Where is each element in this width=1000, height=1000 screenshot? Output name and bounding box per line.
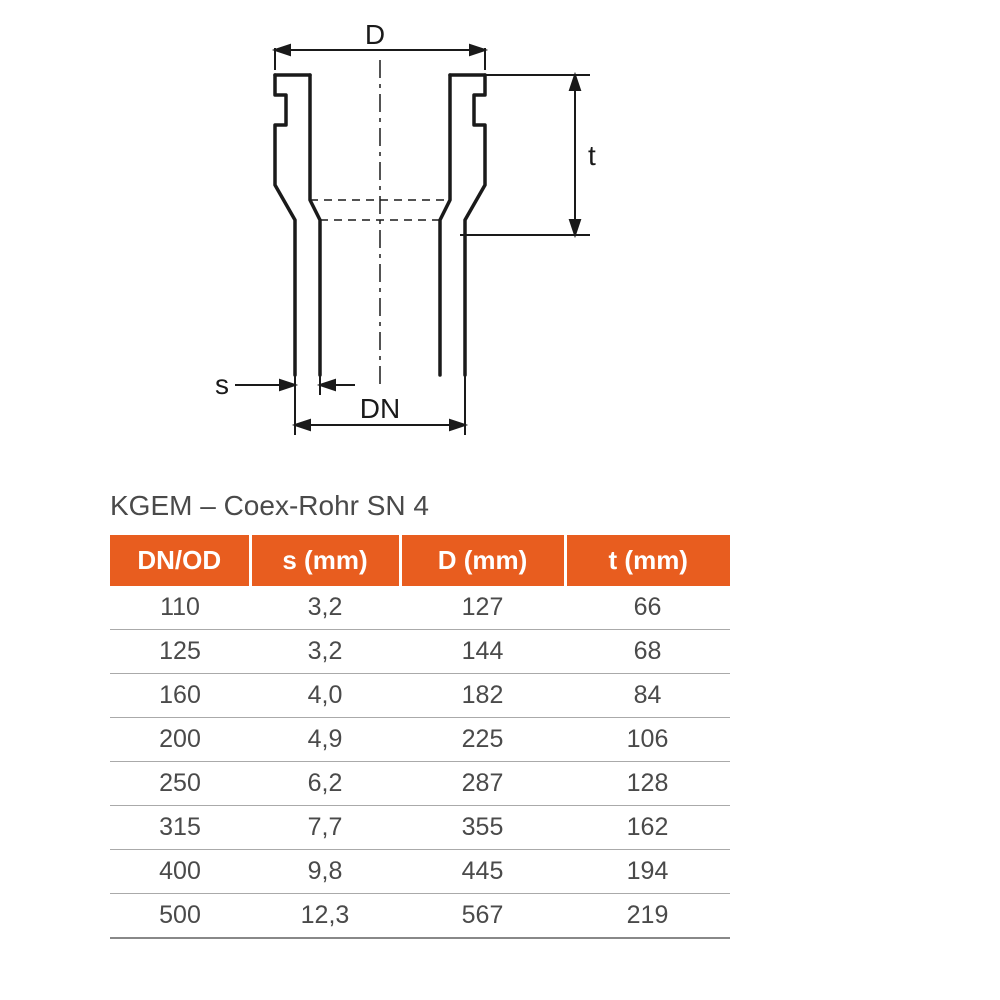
table-cell: 182 [400,674,565,718]
table-cell: 315 [110,806,250,850]
table-cell: 12,3 [250,894,400,939]
table-cell: 68 [565,630,730,674]
table-cell: 125 [110,630,250,674]
table-cell: 200 [110,718,250,762]
table-title: KGEM – Coex-Rohr SN 4 [110,490,429,522]
table-cell: 128 [565,762,730,806]
table-cell: 250 [110,762,250,806]
dim-label-d: D [365,20,385,50]
table-cell: 400 [110,850,250,894]
table-cell: 567 [400,894,565,939]
table-cell: 6,2 [250,762,400,806]
table-cell: 110 [110,586,250,630]
table-cell: 9,8 [250,850,400,894]
table-cell: 84 [565,674,730,718]
table-cell: 219 [565,894,730,939]
table-cell: 7,7 [250,806,400,850]
table-cell: 162 [565,806,730,850]
table-row: 2004,9225106 [110,718,730,762]
col-header-s: s (mm) [250,535,400,586]
table-row: 1253,214468 [110,630,730,674]
table-cell: 3,2 [250,586,400,630]
table-cell: 160 [110,674,250,718]
table-row: 2506,2287128 [110,762,730,806]
table-cell: 127 [400,586,565,630]
table-cell: 3,2 [250,630,400,674]
dim-label-t: t [588,140,596,171]
table-cell: 500 [110,894,250,939]
table-cell: 194 [565,850,730,894]
table-row: 50012,3567219 [110,894,730,939]
dim-label-dn: DN [360,393,400,424]
pipe-diagram: D t [180,20,700,450]
table-cell: 355 [400,806,565,850]
table-row: 1604,018284 [110,674,730,718]
table-cell: 4,9 [250,718,400,762]
col-header-d: D (mm) [400,535,565,586]
table-cell: 4,0 [250,674,400,718]
table-cell: 144 [400,630,565,674]
col-header-dn: DN/OD [110,535,250,586]
dim-label-s: s [215,369,229,400]
table-cell: 66 [565,586,730,630]
table-row: 1103,212766 [110,586,730,630]
table-cell: 106 [565,718,730,762]
table-cell: 445 [400,850,565,894]
table-cell: 225 [400,718,565,762]
col-header-t: t (mm) [565,535,730,586]
table-header-row: DN/OD s (mm) D (mm) t (mm) [110,535,730,586]
table-cell: 287 [400,762,565,806]
table-row: 4009,8445194 [110,850,730,894]
spec-table: DN/OD s (mm) D (mm) t (mm) 1103,21276612… [110,535,730,939]
table-row: 3157,7355162 [110,806,730,850]
